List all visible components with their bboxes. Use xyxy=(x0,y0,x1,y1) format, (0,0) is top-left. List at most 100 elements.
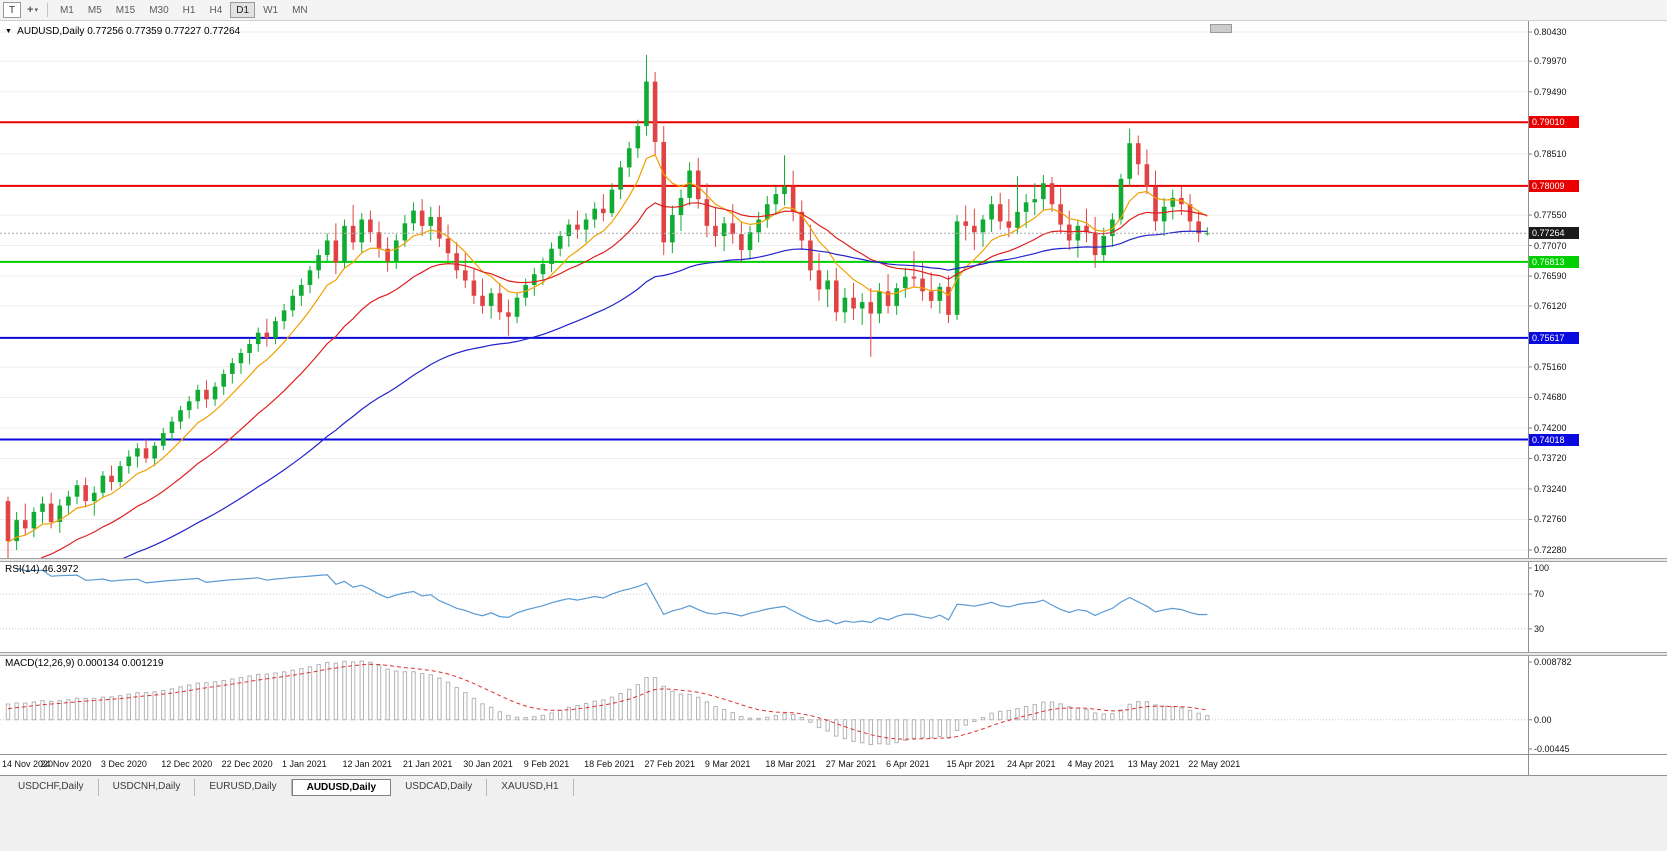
macd-histogram-bar xyxy=(557,709,563,721)
candle-body xyxy=(808,240,813,271)
macd-histogram-bar xyxy=(480,703,485,721)
macd-histogram-bar xyxy=(652,677,658,721)
timeframe-button-m15[interactable]: M15 xyxy=(110,2,141,18)
macd-histogram-bar xyxy=(1075,707,1081,721)
chart-menu-icon[interactable]: ▼ xyxy=(5,28,12,35)
macd-histogram-bar xyxy=(273,672,278,721)
panel-splitter[interactable] xyxy=(0,652,1667,656)
timeframe-button-m5[interactable]: M5 xyxy=(82,2,108,18)
price-level-badge[interactable]: 0.76813 xyxy=(1529,255,1579,268)
macd-histogram-bar xyxy=(281,671,287,721)
candle-body xyxy=(833,280,839,313)
chart-shift-marker[interactable] xyxy=(1210,24,1232,33)
candle-body xyxy=(169,421,175,434)
date-axis-separator xyxy=(0,754,1667,755)
candle-body xyxy=(152,445,157,459)
timeframe-button-m30[interactable]: M30 xyxy=(143,2,174,18)
candle-body xyxy=(713,225,718,237)
candle-body xyxy=(816,270,822,290)
timeframe-button-w1[interactable]: W1 xyxy=(257,2,284,18)
chart-tab-usdcad[interactable]: USDCAD,Daily xyxy=(391,779,488,796)
macd-histogram-bar xyxy=(1196,712,1201,721)
candle-body xyxy=(1032,199,1038,203)
macd-histogram-bar xyxy=(773,715,779,721)
macd-histogram-bar xyxy=(635,684,641,721)
candle-body xyxy=(273,321,278,338)
rsi-name: RSI(14) xyxy=(5,564,40,575)
candle-body xyxy=(238,352,244,364)
candle-body xyxy=(980,219,986,233)
chart-tab-audusd[interactable]: AUDUSD,Daily xyxy=(291,779,392,796)
price-level-badge[interactable]: 0.78009 xyxy=(1529,179,1579,192)
macd-axis-label: 0.008782 xyxy=(1534,657,1572,667)
macd-histogram-bar xyxy=(1101,713,1106,721)
macd-histogram-bar xyxy=(756,717,761,721)
macd-histogram-bar xyxy=(549,712,554,721)
candle-body xyxy=(368,219,373,233)
chart-title: ▼ AUDUSD,Daily 0.77256 0.77359 0.77227 0… xyxy=(5,26,240,37)
macd-histogram-bar xyxy=(1032,704,1037,721)
price-level-badge[interactable]: 0.75617 xyxy=(1529,331,1579,344)
macd-histogram-bar xyxy=(497,711,502,721)
macd-histogram-bar xyxy=(989,712,994,721)
chart-tab-usdchf[interactable]: USDCHF,Daily xyxy=(4,779,99,796)
timeframe-button-mn[interactable]: MN xyxy=(286,2,314,18)
macd-histogram-bar xyxy=(186,684,192,721)
macd-histogram-bar xyxy=(454,686,459,721)
macd-histogram-bar xyxy=(696,696,701,721)
macd-histogram-bar xyxy=(230,678,235,721)
timeframe-button-h1[interactable]: H1 xyxy=(177,2,202,18)
rsi-axis-label: 70 xyxy=(1534,589,1545,600)
candle-body xyxy=(135,448,140,457)
cursor-tool-button[interactable]: + ▾ xyxy=(23,2,42,18)
macd-histogram-bar xyxy=(368,661,373,721)
macd-histogram-bar xyxy=(1161,705,1167,721)
candle-body xyxy=(212,386,218,400)
candle-body xyxy=(885,291,891,306)
macd-histogram-bar xyxy=(143,692,149,721)
date-axis-label: 3 Dec 2020 xyxy=(100,759,147,769)
chart-tab-eurusd[interactable]: EURUSD,Daily xyxy=(195,779,292,796)
candle-body xyxy=(83,485,88,502)
price-level-badge[interactable]: 0.79010 xyxy=(1529,116,1579,129)
price-tick-label: 0.74680 xyxy=(1534,392,1567,403)
macd-histogram-bar xyxy=(1023,705,1029,721)
macd-signal-line xyxy=(7,663,1208,740)
candle-body xyxy=(445,238,451,254)
macd-panel-plot[interactable] xyxy=(0,656,1667,755)
candle-body xyxy=(359,219,365,243)
date-axis-label: 30 Jan 2021 xyxy=(463,759,513,769)
candle-body xyxy=(549,248,554,264)
macd-histogram-bar xyxy=(859,719,865,744)
candle-body xyxy=(462,270,468,281)
candle-body xyxy=(514,297,520,317)
candle-body xyxy=(350,225,356,243)
date-axis-label: 1 Jan 2021 xyxy=(282,759,327,769)
macd-histogram-bar xyxy=(747,717,753,721)
macd-histogram-bar xyxy=(135,692,140,721)
macd-histogram-bar xyxy=(333,662,339,721)
macd-histogram-bar xyxy=(523,716,528,721)
macd-histogram-bar xyxy=(14,702,19,721)
candle-body xyxy=(1153,186,1158,222)
timeframe-button-d1[interactable]: D1 xyxy=(230,2,256,18)
price-tick-label: 0.76590 xyxy=(1534,271,1567,282)
text-tool-button[interactable]: T xyxy=(3,2,21,18)
candle-body xyxy=(1084,225,1089,233)
macd-histogram-bar xyxy=(1170,706,1175,721)
macd-histogram-bar xyxy=(627,688,632,721)
candle-body xyxy=(730,223,736,235)
macd-histogram-bar xyxy=(765,716,770,721)
chart-tab-xauusd[interactable]: XAUUSD,H1 xyxy=(487,779,574,796)
timeframe-button-h4[interactable]: H4 xyxy=(203,2,228,18)
candle-body xyxy=(1101,236,1107,256)
candle-body xyxy=(695,170,701,200)
main-chart-plot[interactable] xyxy=(0,21,1667,558)
price-level-badge[interactable]: 0.74018 xyxy=(1529,433,1579,446)
panel-splitter[interactable] xyxy=(0,558,1667,562)
rsi-panel-plot[interactable] xyxy=(0,562,1667,652)
chart-window: ▼ AUDUSD,Daily 0.77256 0.77359 0.77227 0… xyxy=(0,21,1667,775)
chart-tab-usdcnh[interactable]: USDCNH,Daily xyxy=(99,779,196,796)
timeframe-button-m1[interactable]: M1 xyxy=(54,2,80,18)
date-axis-label: 12 Jan 2021 xyxy=(342,759,392,769)
